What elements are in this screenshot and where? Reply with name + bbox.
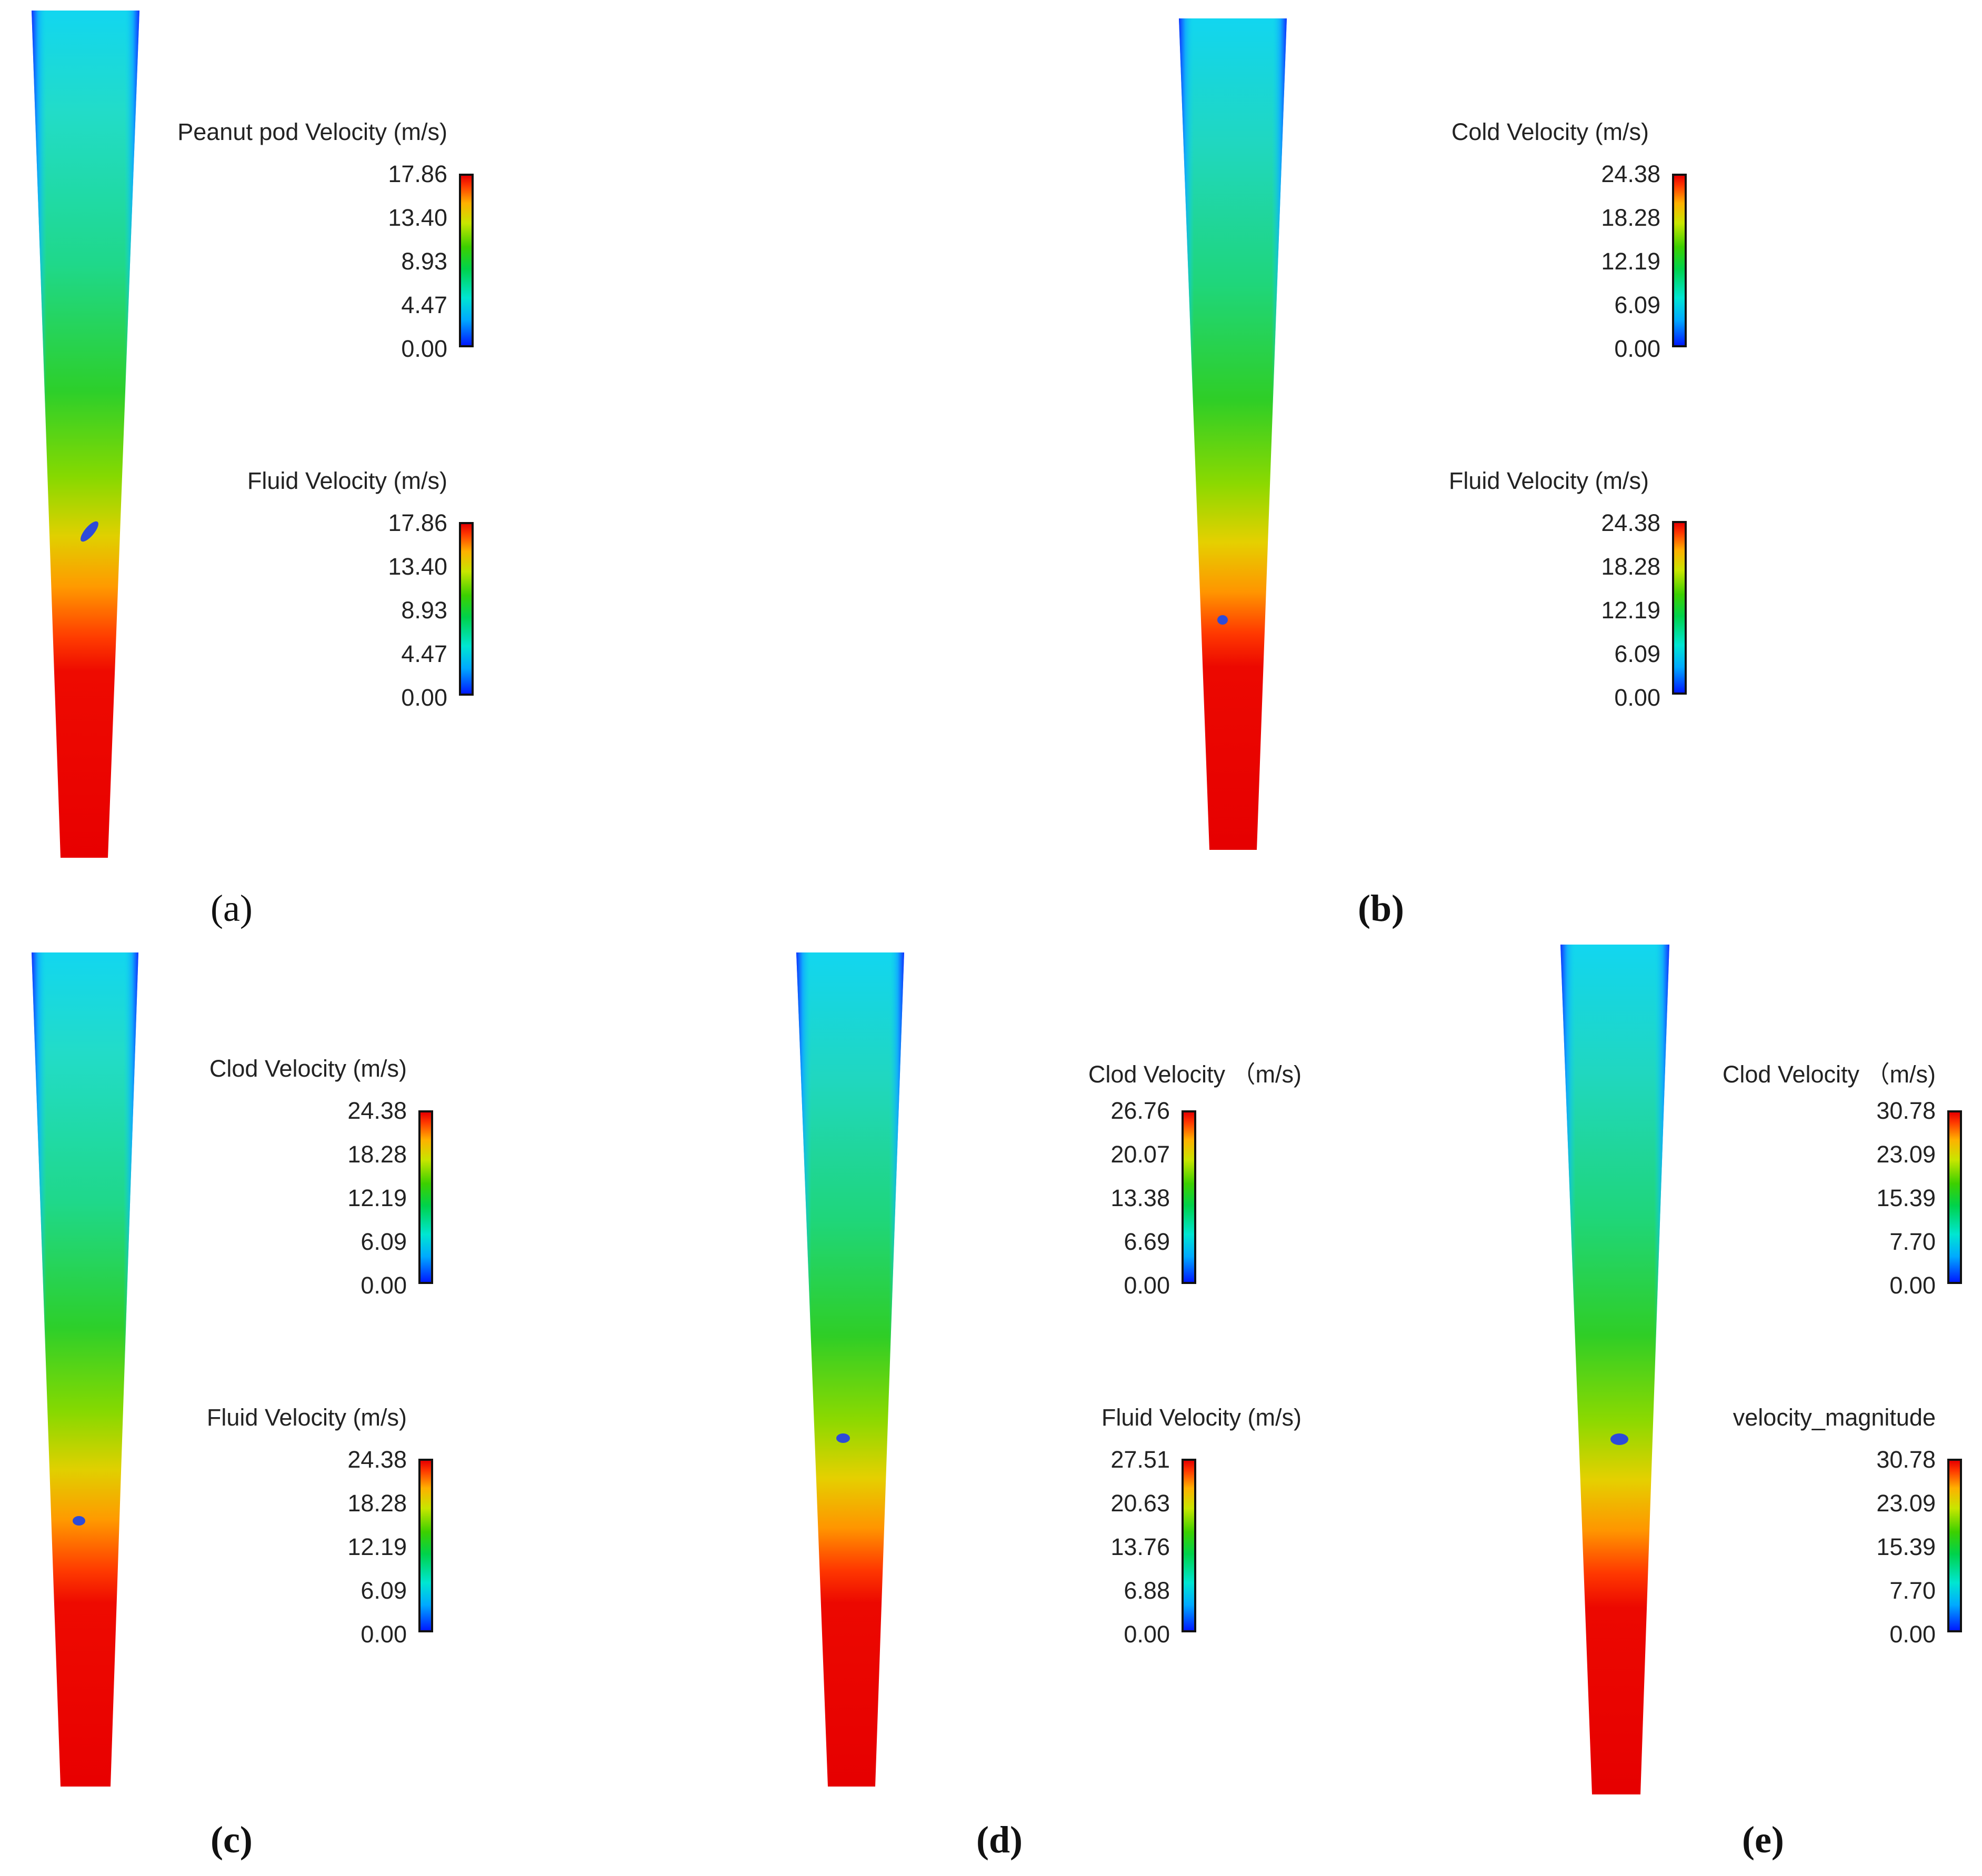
legend-tick: 8.93: [401, 597, 447, 624]
panel-a: Peanut pod Velocity (m/s) 17.86 13.40 8.…: [0, 0, 737, 937]
legend-tick: 8.93: [401, 248, 447, 275]
color-scale-bar: [459, 174, 474, 347]
clod-particle: [1610, 1433, 1628, 1445]
legend-tick: 15.39: [1876, 1185, 1936, 1211]
velocity-contour-tube: [796, 952, 904, 1787]
legend-tick: 13.38: [1110, 1185, 1170, 1211]
legend-tick: 24.38: [347, 1097, 407, 1124]
legend-title-particle: Clod Velocity （m/s): [1722, 1061, 1936, 1088]
legend-tick: 18.28: [1601, 553, 1660, 580]
legend-tick: 20.07: [1110, 1141, 1170, 1168]
legend-tick: 12.19: [347, 1533, 407, 1560]
peanut-pod-particle: [81, 521, 98, 542]
velocity-contour-tube: [1560, 945, 1669, 1794]
legend-tick: 6.88: [1124, 1577, 1170, 1604]
legend-tick: 4.47: [401, 640, 447, 667]
legend-tick: 0.00: [1614, 335, 1660, 362]
color-scale-bar: [1182, 1459, 1196, 1632]
clod-particle: [1217, 615, 1228, 625]
legend-tick: 6.09: [361, 1577, 407, 1604]
legend-tick: 30.78: [1876, 1097, 1936, 1124]
legend-tick: 7.70: [1889, 1577, 1936, 1604]
legend-tick: 0.00: [401, 335, 447, 362]
legend-tick: 0.00: [361, 1272, 407, 1299]
legend-tick: 7.70: [1889, 1228, 1936, 1255]
legend-tick: 30.78: [1876, 1446, 1936, 1473]
legend-tick: 20.63: [1110, 1490, 1170, 1517]
legend-title-particle: Clod Velocity （m/s): [1088, 1061, 1302, 1088]
color-scale-bar: [1182, 1110, 1196, 1284]
caption-b: (b): [1358, 887, 1404, 929]
color-scale-bar: [1947, 1459, 1962, 1632]
legend-title-particle: Clod Velocity (m/s): [209, 1055, 407, 1082]
legend-title-fluid: Fluid Velocity (m/s): [1101, 1404, 1302, 1431]
color-scale-bar: [1947, 1110, 1962, 1284]
legend-tick: 0.00: [1124, 1272, 1170, 1299]
legend-tick: 18.28: [347, 1490, 407, 1517]
caption-c: (c): [211, 1819, 253, 1861]
caption-d: (d): [976, 1819, 1023, 1861]
legend-tick: 13.40: [388, 553, 447, 580]
caption-e: (e): [1742, 1819, 1784, 1861]
color-scale-bar: [459, 522, 474, 696]
legend-title-fluid: Fluid Velocity (m/s): [1448, 467, 1649, 494]
legend-tick: 12.19: [1601, 248, 1660, 275]
legend-title-particle: Cold Velocity (m/s): [1451, 118, 1649, 145]
legend-tick: 13.76: [1110, 1533, 1170, 1560]
color-scale-bar: [1672, 174, 1687, 347]
legend-title-particle: Peanut pod Velocity (m/s): [177, 118, 447, 145]
legend-tick: 12.19: [347, 1185, 407, 1211]
legend-tick: 6.69: [1124, 1228, 1170, 1255]
velocity-contour-tube: [1179, 18, 1287, 850]
velocity-contour-tube: [32, 11, 139, 858]
legend-title-fluid: Fluid Velocity (m/s): [206, 1404, 407, 1431]
legend-tick: 6.09: [1614, 640, 1660, 667]
legend-tick: 6.09: [361, 1228, 407, 1255]
legend-tick: 12.19: [1601, 597, 1660, 624]
legend-tick: 24.38: [347, 1446, 407, 1473]
legend-tick: 23.09: [1876, 1490, 1936, 1517]
legend-tick: 0.00: [1889, 1272, 1936, 1299]
panel-d: Clod Velocity （m/s) 26.76 20.07 13.38 6.…: [658, 937, 1316, 1876]
legend-tick: 0.00: [361, 1621, 407, 1648]
legend-tick: 24.38: [1601, 509, 1660, 536]
legend-tick: 0.00: [1614, 684, 1660, 711]
legend-tick: 26.76: [1110, 1097, 1170, 1124]
clod-particle: [836, 1433, 850, 1443]
legend-tick: 18.28: [1601, 204, 1660, 231]
legend-tick: 24.38: [1601, 160, 1660, 187]
velocity-contour-tube: [32, 952, 138, 1787]
panel-e: Clod Velocity （m/s) 30.78 23.09 15.39 7.…: [1316, 937, 1982, 1876]
panel-b: Cold Velocity (m/s) 24.38 18.28 12.19 6.…: [1147, 0, 1937, 937]
legend-tick: 6.09: [1614, 292, 1660, 318]
legend-tick: 0.00: [1124, 1621, 1170, 1648]
legend-tick: 4.47: [401, 292, 447, 318]
legend-tick: 17.86: [388, 509, 447, 536]
clod-particle: [73, 1516, 85, 1526]
legend-tick: 0.00: [401, 684, 447, 711]
legend-tick: 0.00: [1889, 1621, 1936, 1648]
legend-tick: 18.28: [347, 1141, 407, 1168]
legend-tick: 17.86: [388, 160, 447, 187]
color-scale-bar: [418, 1459, 433, 1632]
legend-tick: 23.09: [1876, 1141, 1936, 1168]
panel-c: Clod Velocity (m/s) 24.38 18.28 12.19 6.…: [0, 937, 658, 1876]
legend-tick: 13.40: [388, 204, 447, 231]
legend-tick: 27.51: [1110, 1446, 1170, 1473]
caption-a: (a): [211, 887, 253, 929]
color-scale-bar: [418, 1110, 433, 1284]
legend-title-fluid: velocity_magnitude: [1733, 1404, 1936, 1431]
color-scale-bar: [1672, 521, 1687, 695]
legend-title-fluid: Fluid Velocity (m/s): [247, 467, 447, 494]
legend-tick: 15.39: [1876, 1533, 1936, 1560]
